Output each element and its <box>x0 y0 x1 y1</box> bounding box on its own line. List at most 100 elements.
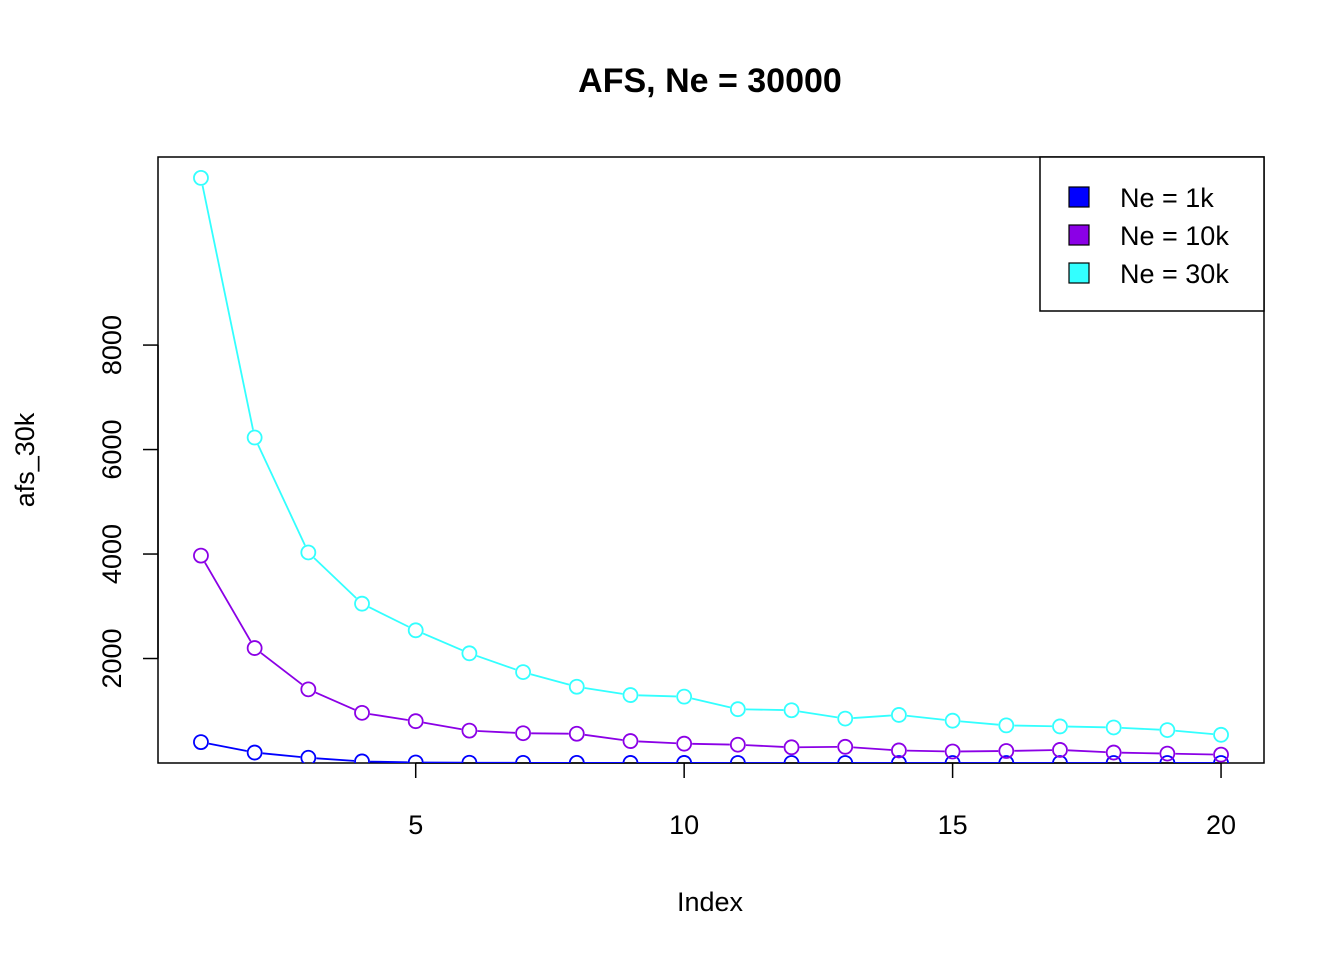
series-segment <box>853 746 891 751</box>
series-segment <box>584 733 623 741</box>
series-segment <box>262 752 301 758</box>
data-point <box>729 755 746 763</box>
series-segment <box>1175 752 1214 756</box>
data-point <box>515 725 531 742</box>
data-point <box>568 725 585 742</box>
data-point <box>998 755 1015 763</box>
series-segment <box>1121 726 1160 731</box>
series-segment <box>316 757 355 762</box>
series-segment <box>1121 751 1160 755</box>
series-segment <box>1175 729 1214 735</box>
data-point <box>1052 718 1068 735</box>
data-point <box>944 755 961 763</box>
series-layer <box>193 169 1229 763</box>
series-segment <box>369 713 408 721</box>
data-point <box>622 687 639 703</box>
data-point <box>568 678 585 695</box>
series-segment <box>530 673 570 686</box>
series-segment <box>745 708 784 711</box>
data-point <box>515 664 531 680</box>
data-point <box>944 743 961 760</box>
series-segment <box>260 652 303 686</box>
series-segment <box>1014 749 1052 752</box>
data-point <box>1213 755 1229 763</box>
series-1 <box>193 734 1229 763</box>
series-segment <box>638 694 677 698</box>
legend-label: Ne = 1k <box>1120 183 1214 213</box>
data-point <box>1213 746 1229 763</box>
data-point <box>246 640 263 656</box>
data-point <box>891 707 907 723</box>
data-point <box>998 717 1015 734</box>
y-tick-label: 2000 <box>97 628 127 688</box>
legend-label: Ne = 30k <box>1120 259 1229 289</box>
series-segment <box>853 714 891 719</box>
data-point <box>193 169 209 186</box>
legend-swatch <box>1068 262 1090 284</box>
series-segment <box>1067 725 1106 729</box>
series-2 <box>193 547 1229 763</box>
legend: Ne = 1k Ne = 10k Ne = 30k <box>1039 156 1265 312</box>
series-3 <box>193 169 1229 743</box>
series-segment <box>313 557 357 599</box>
data-point <box>1052 742 1068 758</box>
data-point <box>407 713 424 730</box>
series-segment <box>257 444 306 546</box>
series-segment <box>745 744 784 748</box>
series-segment <box>692 742 730 746</box>
series-segment <box>476 655 516 671</box>
series-segment <box>906 749 945 753</box>
series-segment <box>423 721 462 731</box>
legend-swatch <box>1068 224 1090 246</box>
y-tick-label: 6000 <box>97 420 127 480</box>
data-point <box>622 733 639 749</box>
data-point <box>1159 745 1176 762</box>
x-axis: 5 10 15 20 <box>408 762 1236 840</box>
data-point <box>300 749 317 763</box>
data-point <box>407 754 424 763</box>
data-point <box>1105 744 1122 761</box>
data-point <box>729 736 746 753</box>
series-segment <box>960 720 999 726</box>
data-point <box>837 738 854 755</box>
data-point <box>783 702 800 719</box>
data-point <box>568 754 585 763</box>
chart-title: AFS, Ne = 30000 <box>578 62 842 100</box>
data-point <box>1159 722 1176 738</box>
data-point <box>676 688 693 705</box>
data-point <box>515 754 531 763</box>
data-point <box>354 704 370 721</box>
series-segment <box>1014 724 1052 728</box>
data-point <box>998 743 1015 759</box>
data-point <box>193 547 209 564</box>
data-point <box>783 739 800 756</box>
y-tick-label: 4000 <box>97 524 127 584</box>
y-tick-label: 8000 <box>97 315 127 375</box>
data-point <box>676 735 693 752</box>
series-segment <box>584 687 623 695</box>
data-point <box>461 754 478 763</box>
data-point <box>1159 755 1176 763</box>
series-segment <box>477 730 516 734</box>
data-point <box>837 755 854 763</box>
data-point <box>944 712 961 729</box>
data-point <box>246 429 263 446</box>
data-point <box>246 744 263 761</box>
series-segment <box>208 742 247 752</box>
data-point <box>837 710 854 727</box>
data-point <box>300 544 317 561</box>
series-segment <box>799 710 838 719</box>
data-point <box>300 681 317 698</box>
data-point <box>193 734 209 751</box>
series-segment <box>691 697 731 709</box>
data-point <box>783 755 800 763</box>
y-axis-label: afs_30k <box>10 412 40 507</box>
legend-swatch <box>1068 186 1090 208</box>
series-segment <box>204 562 252 642</box>
series-segment <box>422 632 463 651</box>
data-point <box>461 645 478 662</box>
data-point <box>676 755 693 763</box>
data-point <box>354 753 370 763</box>
x-tick-label: 10 <box>669 810 699 840</box>
